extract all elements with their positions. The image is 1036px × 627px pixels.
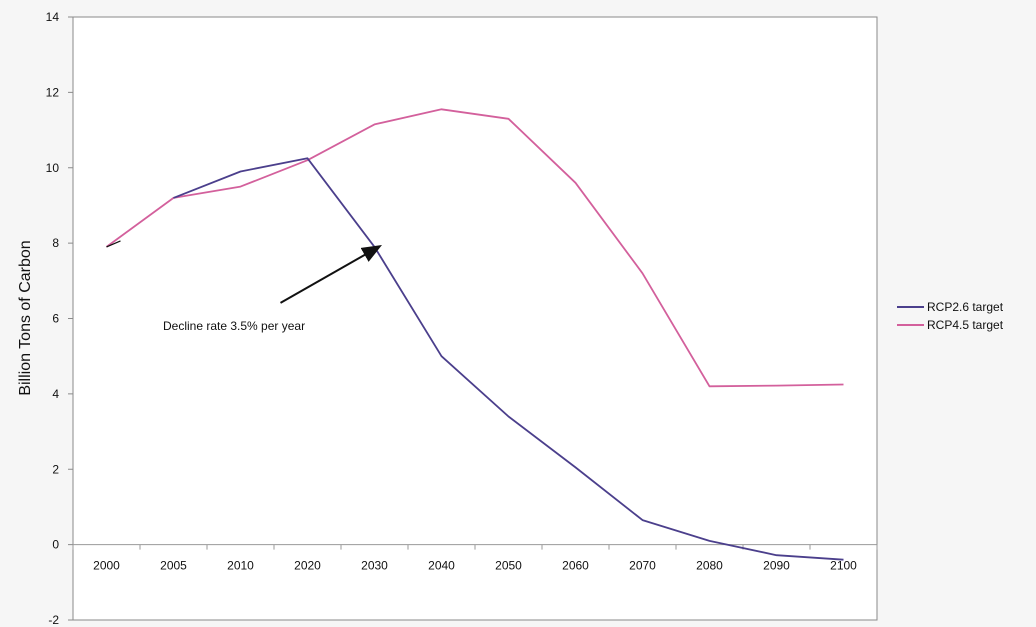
annotation-arrow (280, 245, 382, 304)
y-tick-label: 6 (52, 312, 59, 326)
annotation-label: Decline rate 3.5% per year (163, 319, 305, 333)
y-tick-label: 2 (52, 462, 59, 476)
y-tick-label: 4 (52, 387, 59, 401)
plot-area (72, 16, 878, 621)
x-tick-label: 2050 (495, 559, 522, 573)
series-line-rcp2-6-target (173, 157, 844, 561)
y-axis: -2 0 2 4 6 8 10 12 14 (46, 10, 73, 627)
y-tick-label: 14 (46, 10, 60, 24)
y-tick-label: 10 (46, 161, 60, 175)
x-tick-label: 2080 (696, 559, 723, 573)
series-line-rcp4-5-target (105, 108, 844, 388)
x-tick-label: 2000 (93, 559, 120, 573)
y-tick-label: -2 (48, 613, 59, 627)
x-tick-label: 2090 (763, 559, 790, 573)
y-tick-label: 12 (46, 85, 60, 99)
x-tick-label: 2030 (361, 559, 388, 573)
x-axis: 2000 2005 2010 2020 2030 2040 2050 2060 2070 2080… (72, 544, 878, 573)
series-start-marker (106, 240, 121, 248)
legend-label-rcp4-5-target: RCP4.5 target (927, 318, 1004, 332)
x-tick-label: 2020 (294, 559, 321, 573)
annotation: Decline rate 3.5% per year (163, 245, 382, 333)
x-tick-label: 2070 (629, 559, 656, 573)
x-tick-label: 2010 (227, 559, 254, 573)
series-layer (105, 108, 844, 561)
x-tick-label: 2005 (160, 559, 187, 573)
legend: RCP2.6 target RCP4.5 target (897, 300, 1004, 332)
y-axis-title: Billion Tons of Carbon (17, 240, 34, 395)
x-tick-label: 2040 (428, 559, 455, 573)
y-tick-label: 8 (52, 236, 59, 250)
x-tick-label: 2100 (830, 559, 857, 573)
x-tick-label: 2060 (562, 559, 589, 573)
y-tick-label: 0 (52, 538, 59, 552)
legend-label-rcp2-6-target: RCP2.6 target (927, 300, 1004, 314)
